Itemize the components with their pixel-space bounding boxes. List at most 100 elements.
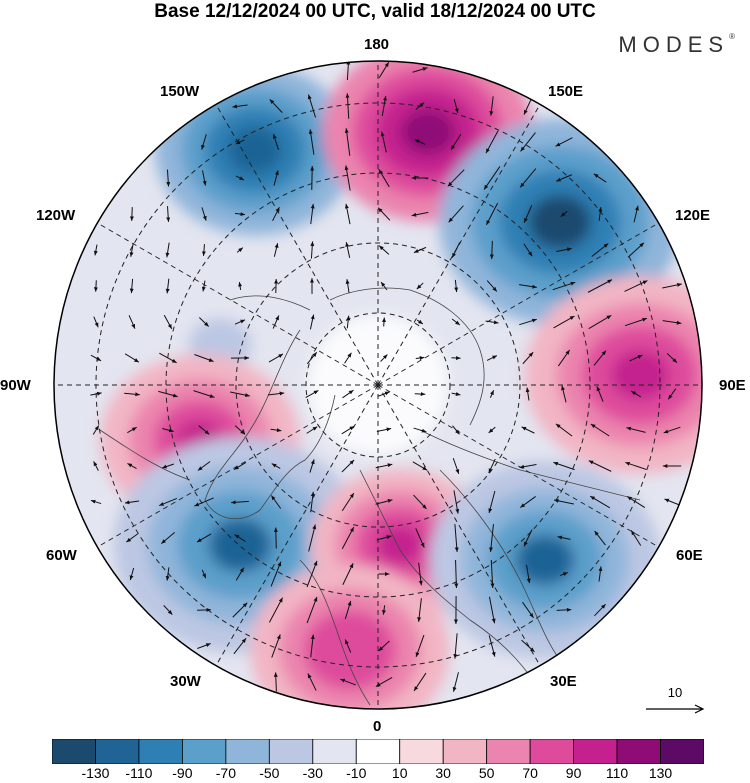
wind-vector: [159, 352, 177, 364]
colorbar-swatch: [660, 739, 704, 764]
wind-vector: [489, 390, 495, 398]
wind-vector: [340, 678, 356, 686]
wind-vector: [488, 596, 496, 624]
colorbar-swatch: [95, 739, 140, 764]
latitude-circle: [235, 242, 521, 528]
wind-vector: [127, 426, 137, 434]
wind-vector: [555, 137, 573, 147]
wind-vector: [268, 597, 284, 623]
wind-vector: [452, 457, 460, 475]
wind-vector: [488, 426, 496, 434]
colorbar-swatch: [138, 739, 183, 764]
wind-vector: [523, 205, 533, 223]
wind-vector: [273, 243, 279, 257]
wind-vector: [525, 387, 530, 401]
wind-vector: [452, 672, 459, 692]
wind-vector: [233, 462, 247, 470]
wind-vector: [593, 173, 607, 183]
wind-vector: [454, 279, 459, 293]
wind-vector: [553, 315, 575, 329]
wind-vector: [451, 356, 461, 361]
wind-vector: [414, 139, 426, 145]
wind-vector: [598, 207, 603, 221]
wind-vector: [345, 93, 350, 119]
wind-vector: [309, 314, 315, 330]
wind-vector: [526, 564, 531, 584]
wind-vector: [306, 351, 318, 365]
wind-vector: [522, 351, 534, 365]
wind-vector: [163, 314, 173, 330]
wind-vector: [627, 242, 645, 258]
polar-stereographic-map: [53, 60, 703, 710]
wind-vector-layer: [90, 61, 682, 692]
wind-vector: [273, 672, 278, 692]
wind-vector: [234, 319, 246, 325]
anomaly-contour-negative: [205, 332, 235, 358]
colorbar-label: 50: [478, 765, 495, 781]
wind-vector: [345, 279, 350, 293]
colorbar-swatch: [486, 739, 531, 764]
wind-vector: [238, 281, 243, 291]
wind-vector: [270, 561, 282, 587]
wind-vector: [588, 314, 612, 330]
wind-vector: [306, 560, 318, 588]
wind-vector: [588, 460, 612, 472]
wind-vector: [489, 96, 494, 116]
wind-vector: [231, 500, 249, 505]
wind-vector: [415, 528, 425, 548]
brand-name: MODES: [618, 32, 730, 57]
wind-vector: [344, 203, 351, 225]
wind-vector: [378, 61, 390, 79]
colorbar-swatch: [355, 739, 401, 764]
wind-vector: [129, 567, 135, 581]
colorbar-label: -30: [302, 765, 323, 781]
anomaly-contour-negative: [528, 195, 592, 249]
anomaly-contour-positive: [376, 525, 424, 565]
colorbar-label: -50: [259, 765, 280, 781]
registered-mark: ®: [729, 32, 735, 41]
wind-vector: [489, 524, 494, 552]
wind-vector: [201, 569, 207, 579]
wind-vector: [378, 640, 390, 652]
wind-vector: [346, 315, 351, 329]
wind-vector: [555, 423, 573, 437]
map-title: Base 12/12/2024 00 UTC, valid 18/12/2024…: [154, 1, 596, 22]
wind-vector: [346, 61, 351, 81]
wind-vector: [629, 354, 643, 362]
lon-label-60w: 60W: [46, 547, 77, 564]
wind-vector: [344, 352, 352, 364]
meridian-line: [377, 384, 544, 672]
wind-vector: [124, 500, 140, 505]
wind-vector: [308, 129, 315, 155]
wind-vector: [412, 67, 428, 73]
anomaly-fill-layer: [100, 61, 702, 709]
wind-vector: [306, 596, 318, 624]
colorbar-swatch: [573, 739, 618, 764]
wind-vector: [413, 672, 427, 692]
wind-vector: [380, 131, 387, 153]
colorbar-label: 30: [435, 765, 451, 781]
meridian-line: [212, 98, 379, 386]
wind-vector: [345, 241, 351, 259]
wind-vector: [415, 102, 425, 110]
colorbar-swatch: [312, 739, 357, 764]
lon-label-180: 180: [364, 36, 390, 53]
colorbar-label: 10: [391, 765, 408, 781]
colorbar: [52, 739, 704, 764]
wind-vector: [485, 320, 499, 325]
wind-vector: [235, 567, 245, 581]
anomaly-contour-positive: [400, 108, 456, 156]
wind-vector: [415, 634, 425, 658]
wind-vector: [344, 639, 352, 653]
wind-vector: [93, 280, 98, 292]
wind-vector: [198, 317, 210, 327]
map-boundary: [53, 60, 703, 710]
wind-vector: [663, 426, 681, 434]
wind-vector: [488, 490, 496, 514]
wind-vector: [93, 244, 98, 256]
wind-vector: [305, 390, 319, 398]
wind-vector: [126, 533, 138, 543]
wind-vector: [234, 425, 246, 435]
wind-vector: [590, 423, 610, 437]
wind-vector: [381, 95, 387, 117]
